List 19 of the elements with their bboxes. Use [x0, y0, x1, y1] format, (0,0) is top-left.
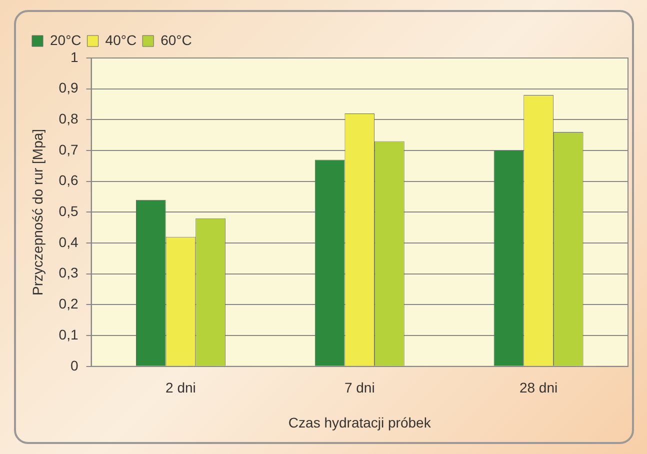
y-tick-label: 0,3 — [58, 264, 78, 281]
y-tick-label: 0,2 — [58, 296, 78, 312]
y-tick-label: 0,8 — [58, 110, 78, 127]
y-axis-title: Przyczepność do rur [Mpa] — [29, 128, 46, 296]
x-tick-label: 7 dni — [344, 380, 375, 396]
x-tick-label: 28 dni — [519, 380, 558, 396]
y-tick-label: 0,5 — [58, 203, 78, 220]
y-tick-label: 0,1 — [58, 326, 78, 342]
y-tick-label: 1 — [70, 48, 78, 65]
y-tick-label: 0,6 — [58, 172, 78, 188]
legend-label: 40°C — [105, 32, 137, 48]
y-tick-label: 0,7 — [58, 141, 78, 158]
y-tick-label: 0,9 — [58, 80, 78, 96]
x-tick-label: 2 dni — [166, 380, 196, 396]
x-axis-title: Czas hydratacji próbek — [288, 414, 432, 430]
legend-label: 20°C — [50, 32, 82, 48]
legend-label: 60°C — [160, 32, 192, 48]
y-tick-label: 0,4 — [58, 234, 78, 250]
y-tick-label: 0 — [70, 357, 78, 374]
